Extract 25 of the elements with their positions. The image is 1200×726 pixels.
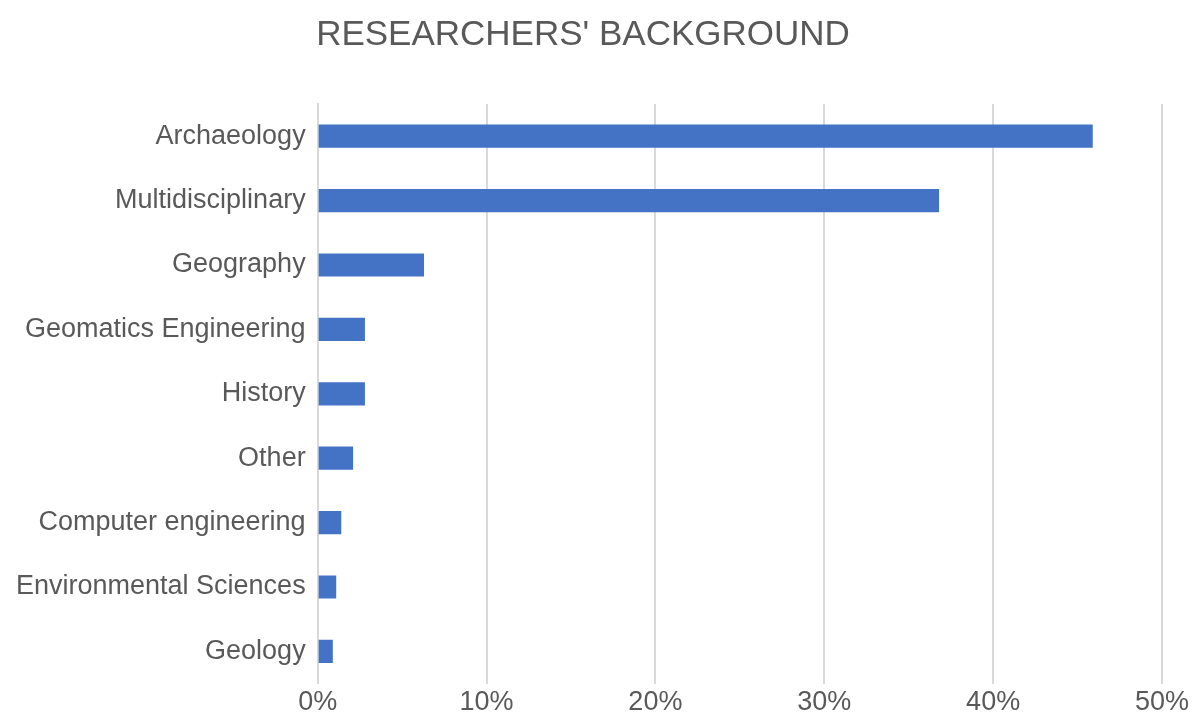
bar <box>318 511 342 535</box>
y-tick-label: Geomatics Engineering <box>24 312 306 343</box>
bar <box>318 124 1093 148</box>
x-tick-label: 20% <box>628 686 683 717</box>
y-tick-label: Other <box>238 441 306 472</box>
y-tick-label: Computer engineering <box>38 506 306 537</box>
x-tick-label: 50% <box>1134 686 1190 717</box>
bar <box>318 639 333 663</box>
y-tick-label: Multidisciplinary <box>115 184 307 215</box>
bar <box>318 317 365 341</box>
bar <box>318 253 425 277</box>
y-tick-label: Archaeology <box>155 119 307 150</box>
y-tick-label: Environmental Sciences <box>15 570 306 601</box>
bar <box>318 189 940 213</box>
chart-title: RESEARCHERS' BACKGROUND <box>316 12 850 52</box>
bar <box>318 382 365 406</box>
x-tick-label: 0% <box>298 686 338 717</box>
y-tick-label: History <box>221 377 307 408</box>
x-tick-label: 40% <box>966 686 1021 717</box>
x-tick-label: 10% <box>459 686 514 717</box>
y-tick-label: Geography <box>172 248 307 279</box>
y-tick-label: Geology <box>205 634 307 665</box>
bar <box>318 575 337 599</box>
x-tick-label: 30% <box>797 686 852 717</box>
bar <box>318 446 354 470</box>
